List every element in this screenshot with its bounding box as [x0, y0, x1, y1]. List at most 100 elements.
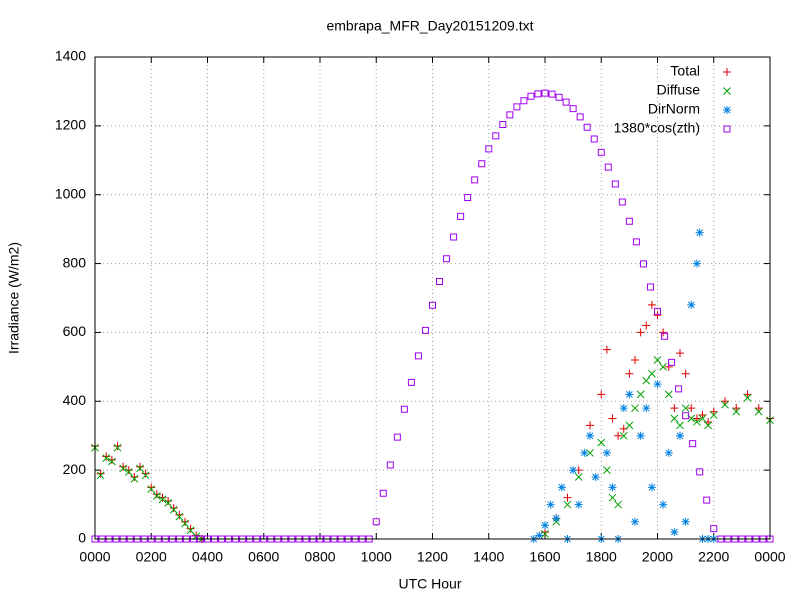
data-point: [586, 431, 594, 440]
x-tick-label: 0600: [248, 549, 279, 565]
data-point: [569, 105, 577, 113]
data-point: [124, 468, 133, 476]
data-point: [407, 378, 415, 386]
data-point: [108, 457, 116, 466]
data-point: [754, 404, 763, 413]
plot-marks: [91, 89, 774, 543]
y-tick-label: 0: [78, 530, 86, 546]
data-point: [698, 414, 707, 423]
data-point: [563, 500, 572, 509]
data-point: [576, 113, 584, 121]
data-point: [147, 535, 155, 543]
data-point: [164, 497, 173, 506]
data-point: [506, 111, 514, 119]
data-point: [754, 407, 763, 416]
data-point: [478, 160, 486, 168]
data-point: [112, 535, 120, 543]
x-tick-label: 0200: [136, 549, 167, 565]
data-point: [646, 283, 654, 291]
data-point: [113, 442, 122, 451]
data-point: [541, 89, 549, 97]
x-tick-label: 1600: [529, 549, 560, 565]
data-point: [136, 462, 144, 471]
data-point: [102, 454, 111, 462]
data-point: [676, 349, 684, 358]
data-point: [295, 535, 303, 543]
data-point: [141, 471, 150, 480]
legend-marker: [723, 87, 731, 95]
data-point: [687, 300, 696, 309]
data-point: [267, 535, 275, 543]
data-point: [642, 376, 651, 385]
data-point: [436, 277, 444, 285]
data-point: [119, 464, 127, 473]
x-tick-label: 0400: [192, 549, 223, 565]
data-point: [485, 145, 493, 153]
data-point: [597, 438, 606, 447]
data-point: [721, 397, 729, 406]
data-point: [614, 500, 622, 509]
data-point: [232, 535, 240, 543]
data-point: [492, 132, 500, 140]
data-point: [548, 90, 556, 98]
y-axis-label: Irradiance (W/m2): [6, 242, 22, 354]
x-tick-label: 1200: [417, 549, 448, 565]
data-point: [186, 524, 195, 533]
data-point: [687, 404, 696, 413]
data-point: [239, 535, 247, 543]
data-point: [140, 535, 148, 543]
data-point: [636, 390, 645, 399]
data-point: [608, 414, 617, 423]
data-point: [639, 260, 647, 268]
data-point: [682, 412, 690, 420]
data-point: [98, 535, 106, 543]
legend-marker: [723, 106, 731, 114]
data-point: [698, 411, 707, 420]
data-point: [670, 414, 679, 423]
legend-marker: [723, 68, 731, 76]
x-tick-label: 0800: [304, 549, 335, 565]
data-point: [133, 535, 141, 543]
data-point: [204, 535, 211, 543]
data-point: [676, 431, 684, 440]
data-point: [659, 363, 667, 371]
data-point: [168, 535, 176, 543]
data-point: [766, 535, 774, 543]
data-point: [96, 471, 105, 480]
data-point: [196, 535, 204, 543]
data-point: [443, 255, 451, 263]
data-point: [625, 217, 633, 225]
data-point: [464, 193, 472, 201]
data-point: [161, 535, 169, 543]
data-point: [692, 414, 701, 423]
data-point: [574, 500, 583, 509]
y-tick-label: 1000: [55, 185, 86, 201]
data-point: [450, 233, 458, 241]
data-point: [534, 90, 542, 98]
data-point: [745, 535, 753, 543]
data-point: [344, 535, 352, 543]
data-point: [541, 528, 549, 537]
data-point: [169, 504, 178, 513]
data-point: [653, 311, 662, 320]
data-point: [619, 404, 628, 413]
data-point: [555, 93, 563, 101]
data-point: [260, 535, 268, 543]
data-point: [569, 466, 578, 475]
data-point: [546, 500, 555, 509]
data-point: [158, 495, 167, 504]
data-point: [681, 404, 690, 413]
y-tick-label: 200: [63, 461, 87, 477]
data-point: [614, 431, 623, 440]
data-point: [636, 431, 645, 440]
data-point: [625, 421, 634, 430]
data-point: [218, 535, 226, 543]
data-point: [164, 498, 172, 507]
data-point: [365, 535, 373, 543]
data-point: [631, 517, 639, 526]
y-tick-label: 1200: [55, 117, 86, 133]
data-point: [625, 369, 634, 378]
data-point: [743, 390, 752, 399]
data-point: [421, 326, 429, 334]
data-point: [642, 321, 651, 330]
